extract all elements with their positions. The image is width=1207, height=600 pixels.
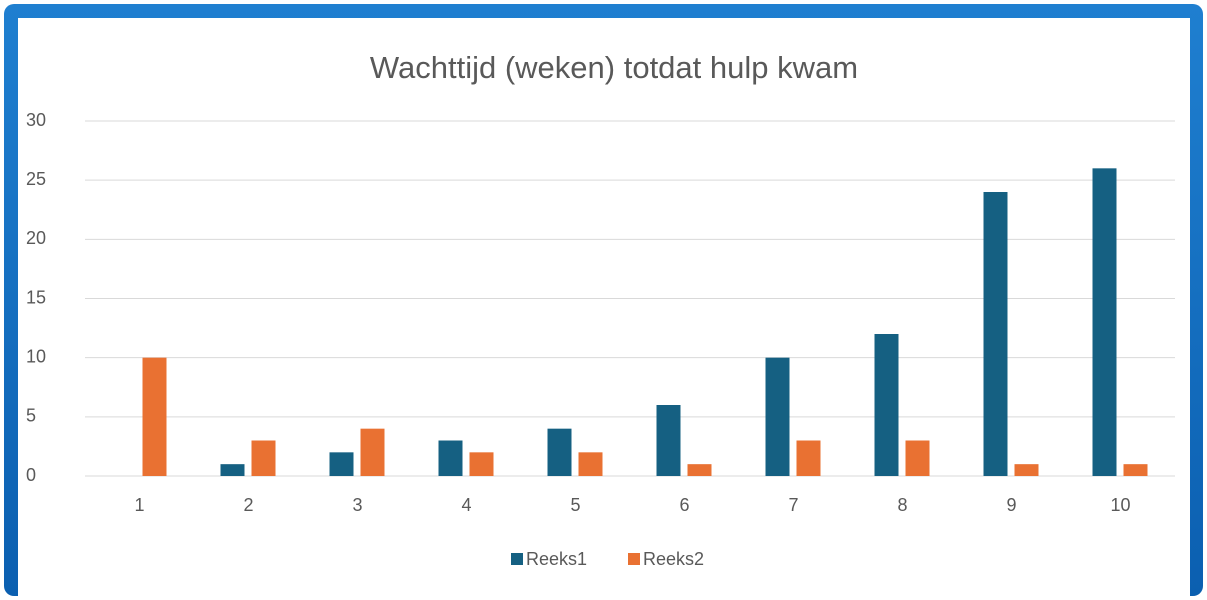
y-tick-label: 20 xyxy=(26,228,46,248)
y-tick-label: 10 xyxy=(26,346,46,366)
bar xyxy=(1123,464,1148,476)
bar xyxy=(547,428,572,476)
bar xyxy=(1092,168,1117,477)
bar xyxy=(578,452,603,476)
y-tick-label: 15 xyxy=(26,287,46,307)
bar xyxy=(329,452,354,476)
bar xyxy=(438,440,463,476)
bar xyxy=(905,440,930,476)
bar xyxy=(874,334,899,476)
legend-swatch xyxy=(628,553,640,565)
x-tick-label: 1 xyxy=(134,495,144,515)
chart-title: Wachttijd (weken) totdat hulp kwam xyxy=(370,50,858,85)
bar xyxy=(796,440,821,476)
legend-label: Reeks2 xyxy=(643,549,704,569)
x-tick-label: 3 xyxy=(352,495,362,515)
y-tick-label: 30 xyxy=(26,110,46,130)
x-tick-label: 6 xyxy=(679,495,689,515)
y-tick-label: 0 xyxy=(26,465,36,485)
bar xyxy=(687,464,712,476)
bar xyxy=(1014,464,1039,476)
bar xyxy=(251,440,276,476)
bar xyxy=(765,357,790,476)
x-tick-label: 5 xyxy=(570,495,580,515)
y-tick-label: 25 xyxy=(26,169,46,189)
x-tick-label: 10 xyxy=(1110,495,1130,515)
bar xyxy=(220,464,245,476)
bar xyxy=(142,357,167,476)
y-tick-label: 5 xyxy=(26,406,36,426)
x-tick-label: 9 xyxy=(1006,495,1016,515)
bar xyxy=(656,405,681,476)
x-tick-label: 4 xyxy=(461,495,471,515)
bar xyxy=(983,192,1008,476)
legend-label: Reeks1 xyxy=(526,549,587,569)
x-tick-label: 8 xyxy=(897,495,907,515)
bar xyxy=(469,452,494,476)
x-tick-label: 7 xyxy=(788,495,798,515)
bar xyxy=(360,428,385,476)
legend-swatch xyxy=(511,553,523,565)
x-tick-label: 2 xyxy=(243,495,253,515)
